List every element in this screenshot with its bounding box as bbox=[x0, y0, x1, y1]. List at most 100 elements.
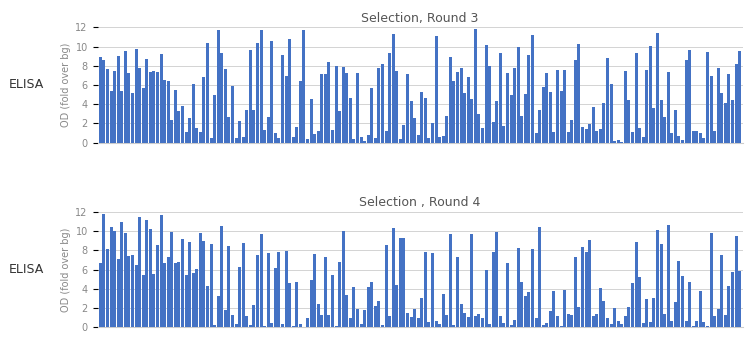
Bar bbox=[620, 324, 623, 327]
Bar bbox=[720, 255, 723, 327]
Bar bbox=[148, 72, 152, 143]
Bar bbox=[146, 220, 148, 327]
Bar bbox=[442, 294, 445, 327]
Bar bbox=[220, 53, 224, 143]
Bar bbox=[174, 263, 177, 327]
Bar bbox=[574, 257, 577, 327]
Bar bbox=[606, 318, 609, 327]
Bar bbox=[681, 139, 684, 143]
Bar bbox=[531, 35, 534, 143]
Bar bbox=[370, 282, 374, 327]
Bar bbox=[388, 53, 392, 143]
Bar bbox=[567, 132, 570, 143]
Bar bbox=[263, 130, 266, 143]
Bar bbox=[195, 269, 198, 327]
Bar bbox=[324, 257, 327, 327]
Bar bbox=[395, 71, 398, 143]
Bar bbox=[631, 132, 634, 143]
Bar bbox=[685, 60, 688, 143]
Bar bbox=[710, 233, 712, 327]
Bar bbox=[188, 242, 191, 327]
Bar bbox=[199, 234, 202, 327]
Bar bbox=[509, 325, 512, 327]
Bar bbox=[638, 277, 641, 327]
Bar bbox=[160, 215, 163, 327]
Bar bbox=[524, 296, 526, 327]
Bar bbox=[181, 106, 184, 143]
Bar bbox=[738, 271, 741, 327]
Bar bbox=[192, 84, 195, 143]
Bar bbox=[106, 249, 109, 327]
Bar bbox=[581, 247, 584, 327]
Bar bbox=[202, 77, 206, 143]
Bar bbox=[399, 238, 402, 327]
Bar bbox=[306, 139, 309, 143]
Bar bbox=[656, 33, 659, 143]
Bar bbox=[492, 252, 495, 327]
Bar bbox=[677, 136, 680, 143]
Bar bbox=[456, 257, 459, 327]
Bar bbox=[695, 321, 698, 327]
Bar bbox=[652, 108, 656, 143]
Bar bbox=[124, 51, 127, 143]
Bar bbox=[652, 298, 656, 327]
Bar bbox=[670, 133, 674, 143]
Bar bbox=[338, 111, 341, 143]
Bar bbox=[209, 138, 212, 143]
Bar bbox=[616, 321, 620, 327]
Bar bbox=[270, 324, 273, 327]
Bar bbox=[178, 111, 181, 143]
Bar bbox=[192, 272, 195, 327]
Bar bbox=[499, 316, 502, 327]
Bar bbox=[128, 256, 130, 327]
Bar bbox=[578, 44, 580, 143]
Bar bbox=[160, 54, 163, 143]
Bar bbox=[463, 313, 466, 327]
Bar bbox=[563, 290, 566, 327]
Bar bbox=[356, 73, 359, 143]
Text: ELISA: ELISA bbox=[9, 78, 44, 91]
Bar bbox=[460, 304, 463, 327]
Bar bbox=[199, 132, 202, 143]
Bar bbox=[614, 308, 616, 327]
Bar bbox=[217, 296, 220, 327]
Bar bbox=[713, 131, 716, 143]
Bar bbox=[466, 77, 470, 143]
Bar bbox=[316, 131, 320, 143]
Bar bbox=[352, 139, 356, 143]
Bar bbox=[446, 116, 448, 143]
Bar bbox=[520, 116, 524, 143]
Bar bbox=[420, 298, 423, 327]
Bar bbox=[260, 30, 262, 143]
Bar bbox=[106, 69, 109, 143]
Bar bbox=[270, 41, 273, 143]
Bar bbox=[513, 68, 516, 143]
Bar bbox=[674, 109, 676, 143]
Bar bbox=[235, 324, 238, 327]
Bar bbox=[253, 305, 256, 327]
Bar bbox=[103, 214, 106, 327]
Bar bbox=[249, 325, 252, 327]
Bar bbox=[99, 263, 102, 327]
Bar bbox=[517, 47, 520, 143]
Bar bbox=[110, 227, 112, 327]
Bar bbox=[174, 90, 177, 143]
Bar bbox=[549, 311, 552, 327]
Bar bbox=[134, 265, 137, 327]
Bar bbox=[667, 72, 670, 143]
Bar bbox=[138, 68, 141, 143]
Bar bbox=[324, 74, 327, 143]
Bar bbox=[713, 316, 716, 327]
Bar bbox=[706, 326, 709, 327]
Bar bbox=[474, 29, 477, 143]
Bar bbox=[434, 321, 437, 327]
Bar bbox=[181, 239, 184, 327]
Bar bbox=[413, 118, 416, 143]
Bar bbox=[495, 232, 498, 327]
Bar bbox=[209, 244, 212, 327]
Bar bbox=[120, 222, 123, 327]
Bar bbox=[242, 137, 244, 143]
Bar bbox=[692, 326, 694, 327]
Bar bbox=[628, 100, 631, 143]
Bar bbox=[245, 316, 248, 327]
